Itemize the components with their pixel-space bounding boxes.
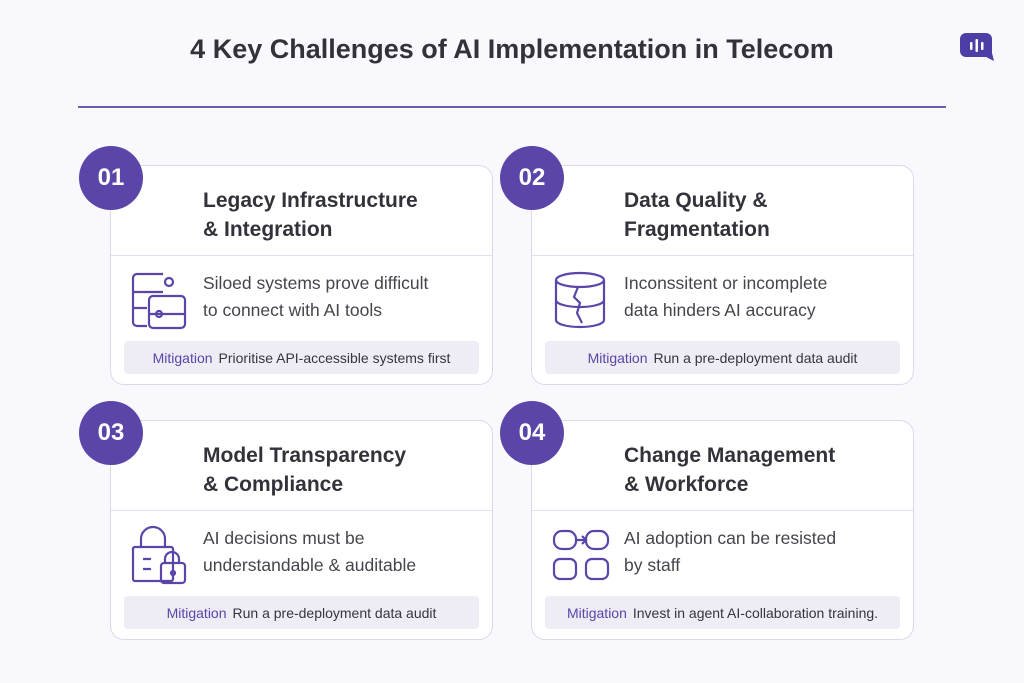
database-connection-icon [131, 272, 187, 330]
card-title: Legacy Infrastructure & Integration [203, 189, 418, 241]
card-divider [532, 510, 913, 511]
lock-icon [131, 525, 187, 585]
challenge-card-3: 03 Model Transparency & Compliance AI dec… [79, 401, 493, 640]
card-number-badge: 03 [79, 401, 143, 465]
card-title: Data Quality & Fragmentation [624, 189, 770, 241]
workflow-icon [552, 529, 610, 581]
mitigation-bar: Mitigation Run a pre-deployment data audi… [124, 596, 479, 629]
title-divider [78, 106, 946, 108]
card-number-badge: 01 [79, 146, 143, 210]
mitigation-bar: Mitigation Run a pre-deployment data audi… [545, 341, 900, 374]
card-description: Inconssitent or incomplete data hinders A… [624, 273, 828, 320]
page-title: 4 Key Challenges of AI Implementation in… [190, 34, 834, 64]
challenge-card-2: 02 Data Quality & Fragmentation Inconssit… [500, 146, 914, 385]
card-divider [111, 255, 492, 256]
challenge-card-1: 01 Legacy Infrastructure & Integration Si… [79, 146, 493, 385]
card-number-badge: 02 [500, 146, 564, 210]
card-title: Model Transparency & Compliance [203, 444, 407, 496]
cracked-database-icon [554, 271, 606, 329]
card-description: Siloed systems prove difficult to connect… [203, 273, 429, 320]
card-divider [532, 255, 913, 256]
mitigation-bar: Mitigation Invest in agent AI-collaborati… [545, 596, 900, 629]
challenge-card-4: 04 Change Management & Workforce AI adopt… [500, 401, 914, 640]
card-description: AI adoption can be resisted by staff [624, 528, 837, 575]
card-divider [111, 510, 492, 511]
card-description: AI decisions must be understandable & aud… [203, 528, 417, 575]
card-title: Change Management & Workforce [624, 444, 836, 496]
mitigation-bar: Mitigation Prioritise API-accessible syst… [124, 341, 479, 374]
card-number-badge: 04 [500, 401, 564, 465]
chat-bubble-sound-icon [960, 33, 994, 61]
